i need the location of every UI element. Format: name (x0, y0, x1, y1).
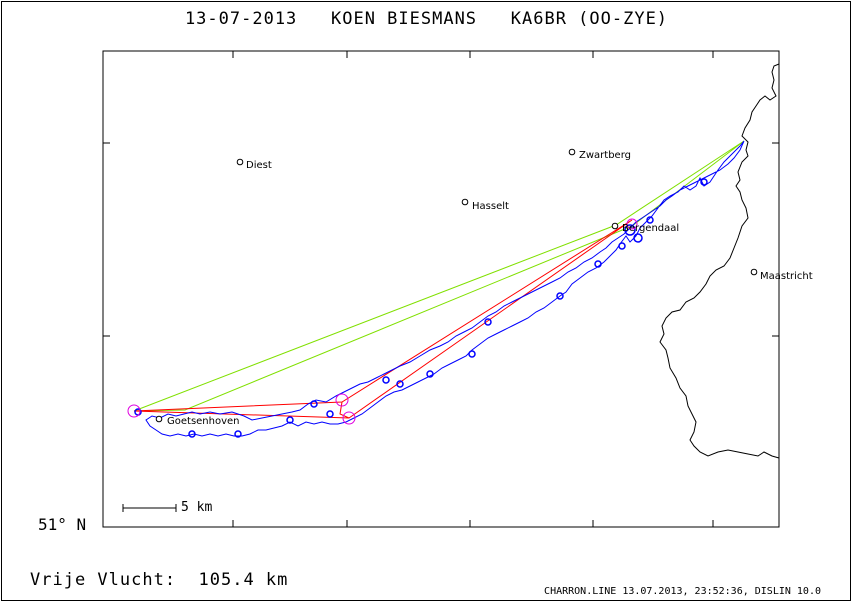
town-label-maastricht: Maastricht (760, 271, 813, 282)
town-label-genk: Bergendaal (622, 223, 680, 234)
town-markers (155, 148, 758, 423)
country-border (659, 63, 780, 459)
gps-track (145, 140, 745, 437)
town-label-diest: Diest (246, 160, 272, 171)
latitude-label: 51° N (38, 515, 87, 534)
distance-label: Vrije Vlucht: 105.4 km (30, 570, 289, 590)
turnpoints (127, 218, 638, 425)
map-frame (102, 50, 780, 528)
footer-info: CHARRON.LINE 13.07.2013, 23:52:36, DISLI… (544, 586, 821, 597)
town-label-zwartberg: Zwartberg (579, 150, 631, 161)
scale-bar (122, 504, 177, 512)
chart-title: 13-07-2013 KOEN BIESMANS KA6BR (OO-ZYE) (184, 9, 669, 29)
axis-ticks (103, 51, 779, 527)
town-label-hasselt: Hasselt (472, 201, 509, 212)
town-label-goetsenhoven: Goetsenhoven (167, 416, 240, 427)
task-line-red (133, 219, 633, 419)
thermal-marks (134, 178, 708, 438)
task-line-green (133, 140, 745, 412)
scale-label: 5 km (181, 500, 213, 515)
